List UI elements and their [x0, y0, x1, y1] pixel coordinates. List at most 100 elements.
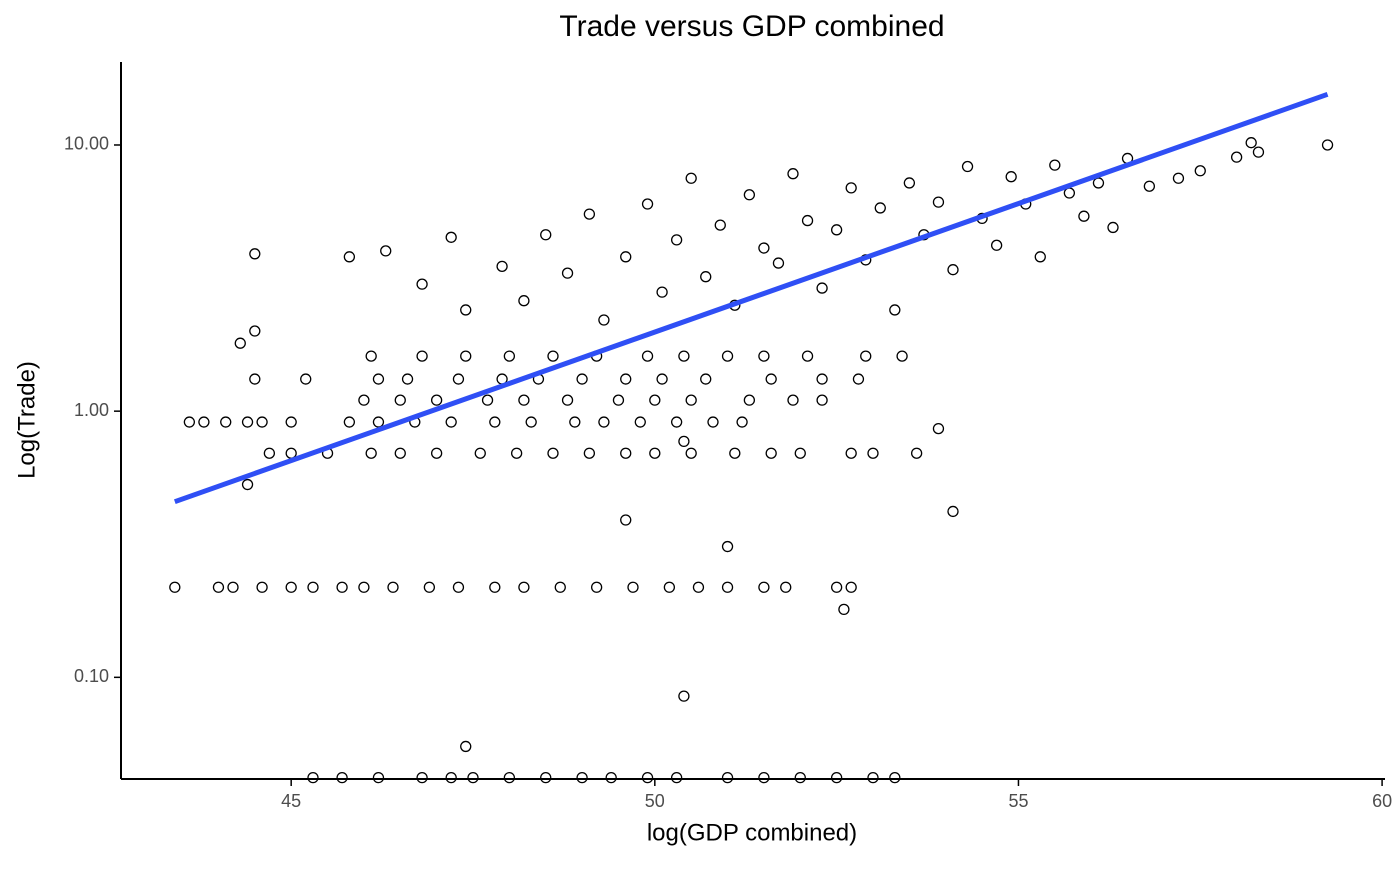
scatter-point — [721, 540, 734, 553]
scatter-point — [234, 337, 246, 349]
y-tick-label: 10.00 — [64, 134, 109, 154]
scatter-point — [300, 373, 312, 385]
scatter-point — [460, 740, 472, 753]
scatter-point — [1194, 165, 1206, 177]
x-axis-label: log(GDP combined) — [647, 819, 857, 846]
scatter-point — [889, 771, 901, 784]
scatter-point — [372, 771, 385, 784]
scatter-point — [198, 416, 210, 428]
scatter-point — [860, 350, 872, 362]
scatter-point — [758, 242, 770, 254]
scatter-point — [1092, 177, 1105, 189]
scatter-point — [307, 581, 319, 593]
scatter-point — [1230, 151, 1243, 163]
scatter-point — [1049, 159, 1061, 171]
y-tick-label: 1.00 — [74, 400, 109, 420]
scatter-point — [1078, 210, 1090, 222]
scatter-point — [430, 394, 443, 406]
scatter-point — [212, 581, 225, 593]
scatter-point — [460, 304, 472, 316]
scatter-point — [569, 416, 581, 428]
scatter-point — [670, 416, 683, 428]
scatter-point — [343, 251, 356, 263]
scatter-point — [910, 447, 923, 459]
scatter-point — [758, 350, 770, 362]
scatter-point — [1005, 171, 1017, 183]
trend-line — [173, 91, 1329, 505]
scatter-point — [896, 350, 908, 362]
scatter-point — [932, 422, 945, 435]
x-tick-label: 45 — [281, 791, 301, 811]
scatter-point — [780, 581, 792, 593]
scatter-point — [641, 350, 654, 362]
scatter-point — [263, 447, 276, 459]
scatter-point — [416, 771, 428, 784]
scatter-point — [743, 394, 756, 406]
scatter-point — [583, 447, 596, 459]
x-tick-label: 55 — [1008, 791, 1028, 811]
scatter-point — [649, 447, 661, 459]
scatter-point — [692, 581, 705, 593]
scatter-point — [947, 505, 959, 518]
scatter-point — [1034, 251, 1046, 263]
scatter-point — [372, 416, 385, 428]
scatter-point — [1172, 172, 1185, 184]
scatter-point — [249, 373, 261, 385]
scatter-point — [801, 350, 814, 362]
scatter-point — [583, 208, 596, 220]
scatter-point — [816, 282, 828, 294]
scatter-point — [365, 350, 377, 362]
scatter-point — [576, 373, 588, 385]
scatter-point — [503, 350, 516, 362]
scatter-point — [481, 394, 494, 406]
scatter-point — [816, 373, 828, 385]
scatter-point — [467, 771, 479, 784]
scatter-point — [838, 603, 850, 616]
scatter-point — [670, 771, 683, 784]
scatter-point — [285, 581, 297, 593]
scatter-point — [612, 394, 625, 406]
x-tick-label: 60 — [1372, 791, 1392, 811]
scatter-point — [670, 234, 683, 246]
scatter-point — [430, 447, 443, 459]
scatter-point — [620, 251, 632, 263]
scatter-point — [249, 325, 261, 337]
scatter-point — [845, 182, 857, 194]
scatter-point — [729, 447, 741, 459]
scatter-point — [249, 248, 261, 260]
scatter-point — [387, 581, 399, 593]
scatter-point — [416, 278, 428, 290]
scatter-point — [169, 581, 181, 593]
scatter-point — [758, 771, 770, 784]
scatter-point — [561, 394, 574, 406]
scatter-point — [867, 771, 879, 784]
scatter-point — [787, 168, 799, 180]
scatter-point — [554, 581, 566, 593]
scatter-point — [765, 447, 777, 459]
scatter-point — [656, 373, 668, 385]
scatter-point — [525, 416, 537, 428]
scatter-point — [772, 257, 785, 269]
scatter-point — [380, 245, 392, 257]
scatter-point — [961, 160, 974, 173]
scatter-point — [714, 219, 726, 231]
scatter-point — [649, 394, 661, 406]
scatter-point — [830, 581, 843, 593]
scatter-point — [787, 394, 799, 406]
scatter-point — [518, 295, 530, 307]
scatter-point — [561, 267, 574, 279]
scatter-point — [641, 771, 654, 784]
scatter-point — [830, 224, 843, 236]
scatter-point — [867, 447, 879, 459]
scatter-point — [489, 416, 501, 428]
scatter-point — [794, 771, 806, 784]
scatter-point — [1107, 221, 1119, 234]
scatter-point — [452, 581, 465, 593]
scatter-point — [307, 771, 319, 784]
scatter-point — [620, 514, 632, 526]
scatter-point — [460, 350, 472, 362]
scatter-point — [743, 189, 756, 201]
scatter-point — [423, 581, 436, 593]
